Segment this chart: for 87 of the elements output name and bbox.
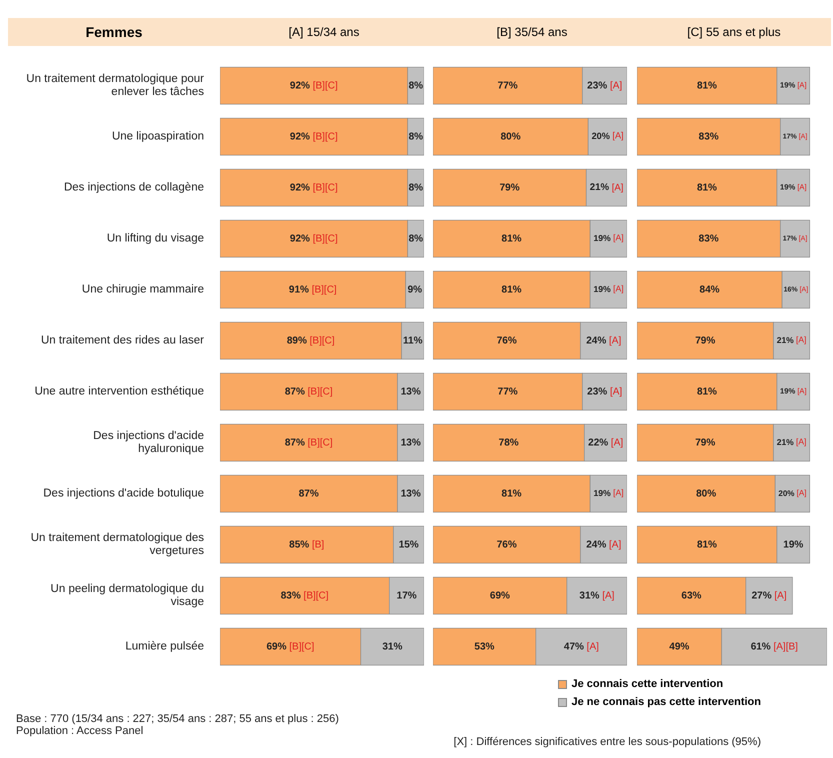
data-label: 69%	[490, 590, 510, 602]
data-label: 81%	[502, 284, 522, 296]
data-label: 81%	[696, 539, 718, 550]
data-label: 47% [A]	[564, 641, 600, 652]
data-label: 27% [A]	[752, 590, 787, 602]
data-label: 81%	[502, 488, 522, 500]
data-label: 8%	[408, 233, 424, 244]
data-label: 13%	[400, 386, 421, 398]
data-label: 84%	[700, 284, 720, 296]
data-label: 9%	[408, 284, 422, 296]
data-label: 8%	[408, 80, 424, 92]
data-label: 53%	[474, 641, 495, 652]
data-label: 8%	[408, 131, 424, 142]
data-label: 11%	[403, 335, 423, 346]
text: Population : Access Panel	[16, 725, 144, 737]
y-tick-label: Un traitement dermatologique des vergetures	[30, 532, 204, 558]
data-label: 13%	[400, 488, 421, 500]
data-label: 87% [B][C]	[284, 386, 333, 398]
legend-label: Je ne connais pas cette intervention	[571, 696, 761, 708]
y-axis-title: Femmes	[84, 24, 144, 40]
data-label: 19% [A]	[593, 284, 624, 294]
data-label: 83%	[698, 233, 719, 244]
data-label: 20% [A]	[778, 488, 807, 498]
data-label: 76%	[496, 539, 517, 550]
data-label: 69% [B][C]	[266, 641, 314, 652]
y-tick-label: Des injections d'acide botulique	[43, 488, 204, 500]
data-label: 92% [B][C]	[290, 80, 338, 92]
y-tick-label: Des injections de collagène	[64, 182, 204, 194]
data-label: 77%	[498, 386, 518, 398]
data-label: 76%	[496, 335, 517, 346]
legend-label: Je connais cette intervention	[571, 678, 724, 690]
data-label: 83%	[698, 131, 719, 142]
data-label: 61% [A][B]	[750, 641, 798, 652]
data-label: 13%	[400, 437, 421, 448]
data-label: 20% [A]	[592, 131, 624, 142]
y-tick-label: Des injections d'acide hyaluronique	[93, 430, 204, 456]
data-label: 63%	[681, 590, 702, 602]
chart-title: [A] 15/34 ans	[288, 25, 360, 39]
data-label: 92% [B][C]	[290, 233, 338, 244]
data-label: 15%	[398, 539, 419, 550]
data-label: 87%	[298, 488, 319, 500]
data-label: 91% [B][C]	[288, 284, 337, 296]
data-label: 79%	[695, 335, 716, 346]
data-label: 87% [B][C]	[284, 437, 333, 448]
text: [X] : Différences significatives entre les sous-populations (95%)	[454, 736, 761, 748]
data-label: 89% [B][C]	[286, 335, 335, 346]
data-label: 31% [A]	[579, 590, 615, 602]
data-label: 80%	[696, 488, 716, 500]
data-label: 92% [B][C]	[290, 182, 338, 194]
data-label: 85% [B]	[289, 539, 324, 550]
data-label: 83% [B][C]	[280, 590, 329, 602]
y-tick-label: Un lifting du visage	[106, 232, 204, 245]
y-tick-label: Un traitement des rides au laser	[41, 334, 204, 347]
data-label: 81%	[696, 386, 718, 398]
data-label: 22% [A]	[588, 437, 624, 448]
data-label: 78%	[498, 437, 519, 448]
data-label: 21% [A]	[776, 436, 806, 447]
y-tick-label: Lumière pulsée	[125, 640, 204, 653]
data-label: 21% [A]	[590, 182, 624, 194]
y-tick-label: Une lipoaspiration	[112, 130, 204, 143]
data-label: 17%	[396, 590, 417, 602]
data-label: 79%	[695, 437, 716, 448]
data-label: 19% [A]	[593, 232, 624, 243]
data-label: 31%	[382, 641, 402, 652]
chart-title: [B] 35/54 ans	[496, 25, 568, 39]
data-label: 8%	[408, 182, 424, 194]
data-label: 19% [A]	[593, 488, 624, 498]
y-tick-label: Une chirugie mammaire	[82, 284, 204, 296]
y-tick-label: Une autre intervention esthétique	[34, 386, 204, 398]
data-label: 23% [A]	[587, 80, 622, 92]
data-label: 23% [A]	[587, 386, 622, 398]
chart-title: [C] 55 ans et plus	[686, 25, 782, 39]
text: Base : 770 (15/34 ans : 227; 35/54 ans : 287; 55 ans et plus : 256)	[16, 713, 339, 725]
data-label: 24% [A]	[586, 539, 622, 550]
y-tick-label: Un traitement dermatologique pour enlever les tâches	[26, 73, 204, 98]
data-label: 49%	[669, 641, 690, 652]
data-label: 81%	[502, 233, 522, 244]
data-label: 77%	[498, 80, 518, 92]
data-label: 80%	[500, 131, 521, 142]
data-label: 81%	[696, 80, 718, 92]
data-label: 19%	[783, 539, 804, 550]
data-label: 81%	[696, 182, 718, 194]
data-label: 24% [A]	[586, 335, 622, 346]
data-label: 21% [A]	[776, 334, 806, 345]
data-label: 92% [B][C]	[290, 131, 338, 142]
y-tick-label: Un peeling dermatologique du visage	[50, 583, 204, 608]
data-label: 79%	[500, 182, 520, 194]
